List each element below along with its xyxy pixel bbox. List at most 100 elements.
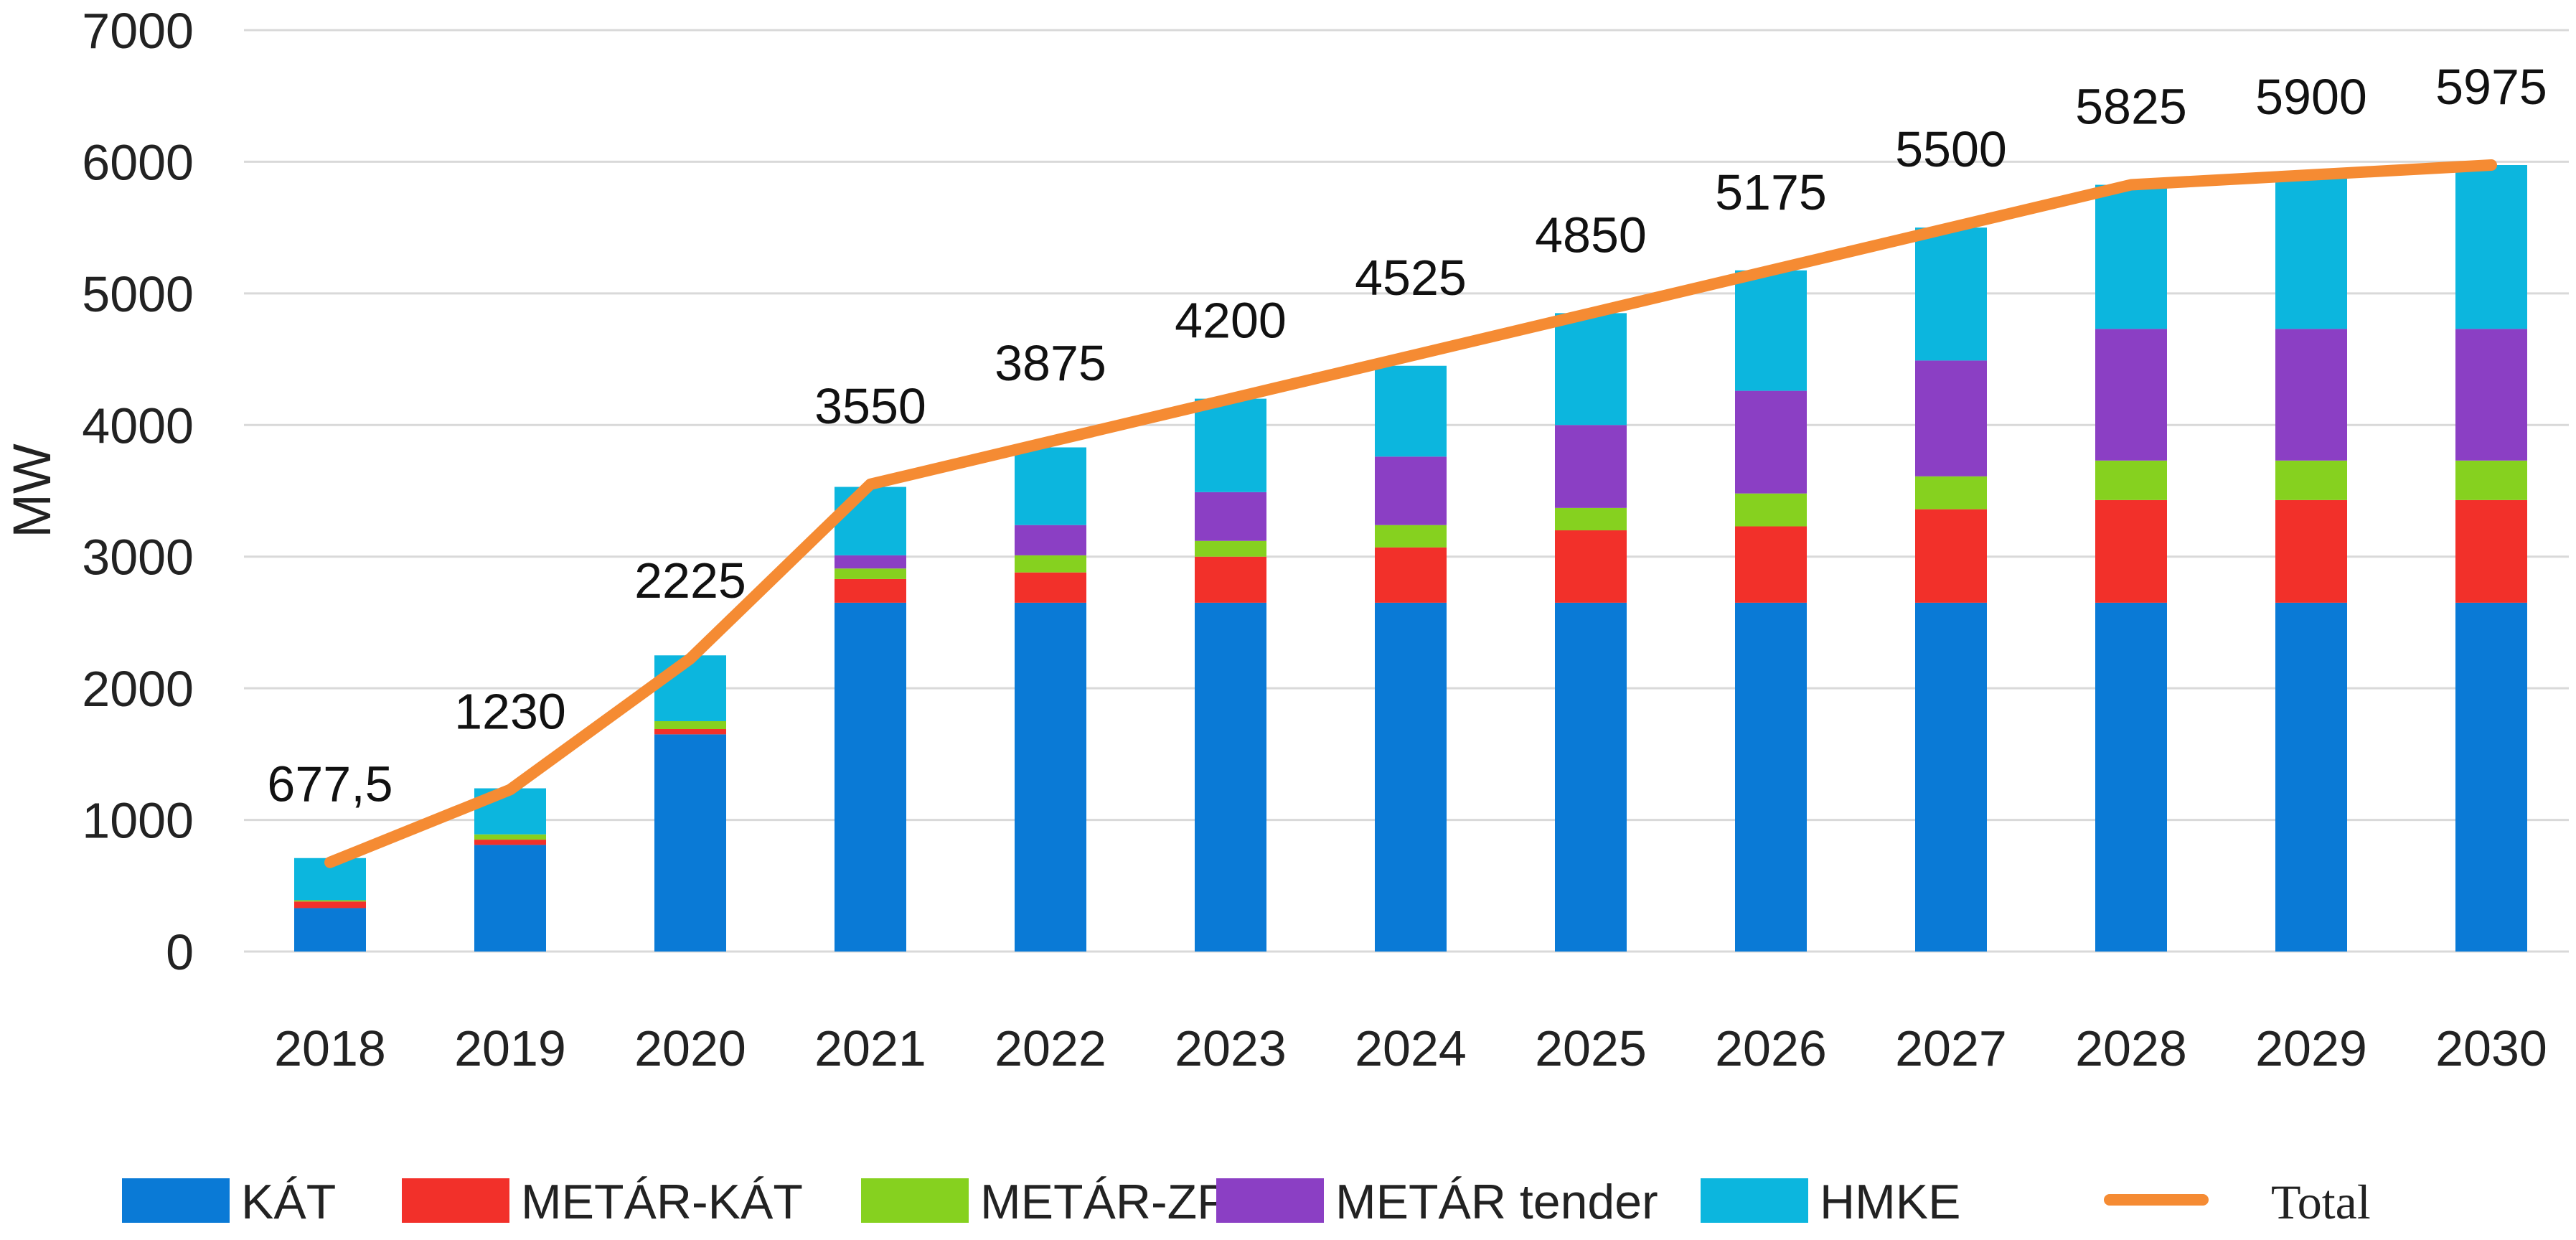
- x-tick-label: 2026: [1715, 1020, 1827, 1076]
- data-label: 5825: [2075, 79, 2187, 135]
- bar-segment: [1375, 365, 1447, 457]
- bar-segment: [1375, 547, 1447, 603]
- y-tick-label: 6000: [82, 134, 194, 190]
- bar-segment: [1375, 456, 1447, 525]
- data-label: 5500: [1895, 121, 2007, 177]
- y-tick-label: 0: [166, 924, 194, 980]
- bar-segment: [2275, 177, 2347, 329]
- bar-segment: [474, 845, 546, 952]
- bar-segment: [1915, 602, 1987, 952]
- legend-label: METÁR tender: [1335, 1175, 1658, 1229]
- bar-segment: [2095, 460, 2167, 500]
- bar-segment: [1195, 492, 1266, 541]
- bar-segment: [1735, 602, 1807, 952]
- bar-segment: [1015, 572, 1086, 603]
- legend-swatch: [1701, 1178, 1808, 1223]
- bar-segment: [1015, 555, 1086, 573]
- bar-segment: [1915, 360, 1987, 476]
- bar-segment: [835, 487, 906, 555]
- legend-label: METÁR-KÁT: [521, 1175, 803, 1229]
- bar-segment: [2455, 165, 2527, 329]
- bar-segment: [294, 901, 366, 908]
- bar-segment: [1015, 447, 1086, 525]
- bar-segment: [2275, 329, 2347, 461]
- data-label: 4200: [1175, 293, 1287, 349]
- bar-segment: [1555, 602, 1627, 952]
- y-axis-label: MW: [2, 443, 62, 538]
- bar-segment: [2455, 460, 2527, 500]
- legend-label: Total: [2271, 1175, 2371, 1229]
- bar-segment: [835, 568, 906, 579]
- bar-segment: [1015, 602, 1086, 952]
- bar-segment: [1555, 425, 1627, 508]
- bar-segment: [1915, 509, 1987, 603]
- legend: KÁT METÁR-KÁT METÁR-ZP METÁR tender HMKE Tota…: [122, 1175, 2371, 1229]
- legend-swatch: [1216, 1178, 1324, 1223]
- bar-segment: [1915, 476, 1987, 509]
- bar-segment: [835, 555, 906, 569]
- x-tick-label: 2019: [454, 1020, 566, 1076]
- x-tick-label: 2029: [2255, 1020, 2367, 1076]
- legend-swatch: [861, 1178, 969, 1223]
- bar-segment: [1915, 227, 1987, 361]
- x-tick-label: 2028: [2075, 1020, 2187, 1076]
- x-tick-label: 2021: [814, 1020, 926, 1076]
- x-axis: 2018 2019 2020 2021 2022 2023 2024 2025 2026 2027…: [274, 1020, 2547, 1076]
- bar-segment: [474, 834, 546, 840]
- bar-segment: [1735, 493, 1807, 527]
- bar-segment: [2275, 602, 2347, 952]
- bar-segment: [294, 908, 366, 952]
- data-label: 4525: [1355, 250, 1467, 306]
- x-tick-label: 2023: [1175, 1020, 1287, 1076]
- bar-segment: [294, 900, 366, 902]
- data-labels: 677,5 1230 2225 3550 3875 4200 4525 4850 5175 550…: [267, 59, 2547, 812]
- x-tick-label: 2022: [995, 1020, 1106, 1076]
- x-tick-label: 2027: [1895, 1020, 2007, 1076]
- data-label: 5975: [2435, 59, 2547, 115]
- data-label: 3550: [814, 378, 926, 434]
- bar-segment: [2095, 602, 2167, 952]
- bar-segment: [2455, 499, 2527, 603]
- bar-segment: [1195, 398, 1266, 492]
- y-tick-label: 5000: [82, 266, 194, 322]
- data-label: 4850: [1535, 207, 1647, 263]
- x-tick-label: 2024: [1355, 1020, 1467, 1076]
- bar-segment: [1735, 526, 1807, 603]
- bar-segment: [1015, 525, 1086, 555]
- y-tick-label: 3000: [82, 530, 194, 586]
- data-label: 677,5: [267, 756, 392, 812]
- x-tick-label: 2025: [1535, 1020, 1647, 1076]
- legend-swatch: [122, 1178, 230, 1223]
- data-label: 3875: [995, 335, 1106, 391]
- legend-label: KÁT: [241, 1175, 336, 1229]
- bar-segment: [1375, 525, 1447, 548]
- bar-segment: [2095, 184, 2167, 329]
- total-series-line: [324, 159, 2497, 868]
- bar-segment: [2455, 602, 2527, 952]
- bar-segment: [1555, 313, 1627, 426]
- bar-segment: [2275, 460, 2347, 500]
- data-label: 5175: [1715, 164, 1827, 220]
- bar-segment: [654, 655, 726, 721]
- legend-label: HMKE: [1820, 1175, 1960, 1229]
- y-tick-label: 7000: [82, 3, 194, 59]
- data-label: 5900: [2255, 69, 2367, 125]
- bar-segment: [2455, 329, 2527, 461]
- bar-segment: [2095, 329, 2167, 461]
- data-label: 2225: [634, 553, 746, 609]
- bar-segment: [1195, 602, 1266, 952]
- bar-segment: [1195, 556, 1266, 603]
- y-tick-label: 1000: [82, 793, 194, 849]
- y-tick-label: 2000: [82, 661, 194, 717]
- y-tick-label: 4000: [82, 398, 194, 454]
- bars: [294, 165, 2527, 952]
- bar-segment: [654, 734, 726, 952]
- data-label: 1230: [454, 683, 566, 739]
- total-line: [324, 159, 2497, 868]
- bar-segment: [835, 578, 906, 603]
- x-tick-label: 2030: [2435, 1020, 2547, 1076]
- x-tick-label: 2018: [274, 1020, 386, 1076]
- y-axis: 0 1000 2000 3000 4000 5000 6000 7000: [82, 3, 194, 980]
- bar-segment: [474, 840, 546, 845]
